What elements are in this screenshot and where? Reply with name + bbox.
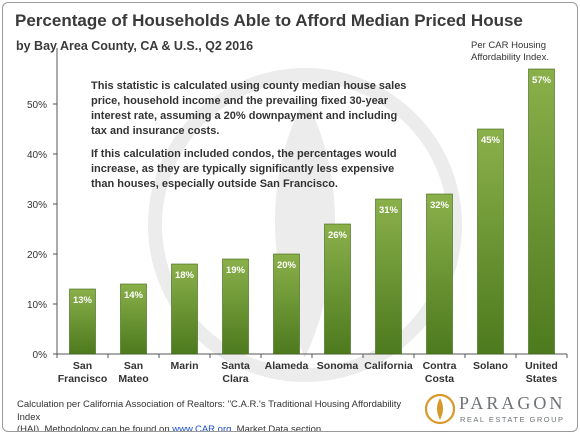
bar [324,223,351,355]
bar-value-label: 45% [481,135,501,146]
y-tick-label: 10% [27,300,47,311]
category-label: States [526,373,558,385]
category-label: United [525,360,558,372]
bar [69,288,96,355]
category-label: San [73,360,92,372]
chart-subtitle: by Bay Area County, CA & U.S., Q2 2016 [16,39,254,53]
category-label: Solano [473,360,508,372]
bar [528,68,555,355]
bar [273,253,300,355]
bar-value-label: 19% [226,265,246,276]
category-label: San [124,360,143,372]
bar-value-label: 31% [379,205,399,216]
bar-value-label: 32% [430,200,450,211]
footnote-line2-pre: (HAI). Methodology can be found on [17,424,173,432]
brand-logo: PARAGON REAL ESTATE GROUP [425,391,575,429]
bar [477,128,504,355]
category-label: Alameda [265,360,309,372]
explanation-paragraph-2: If this calculation included condos, the… [91,148,397,190]
bar-value-label: 20% [277,260,297,271]
y-tick-label: 50% [27,100,47,111]
y-tick-label: 30% [27,200,47,211]
y-tick-label: 20% [27,250,47,261]
footnote-line1: Calculation per California Association o… [17,399,402,423]
category-label: Clara [222,373,248,385]
category-label: Francisco [58,373,108,385]
bar [171,263,198,355]
category-label: Costa [425,373,454,385]
y-tick-label: 0% [33,350,48,361]
explanation-text: This statistic is calculated using count… [91,79,409,200]
bar [426,193,453,355]
category-label: Santa [221,360,250,372]
chart-title: Percentage of Households Able to Afford … [15,11,523,30]
bar-value-label: 14% [124,290,144,301]
category-label: Marin [170,360,198,372]
index-note-line2: Affordability Index. [471,52,549,63]
bar-group: 13% 14% 18% 19% 20% 26% 31% 32% 45% 57% [69,68,555,355]
paragon-emblem-icon [425,393,455,425]
footnote-line2: (HAI). Methodology can be found on www.C… [17,424,427,432]
index-note-line1: Per CAR Housing [471,40,546,51]
car-website-link[interactable]: www.CAR.org [172,424,232,432]
explanation-paragraph-1: This statistic is calculated using count… [91,80,407,137]
footnote-line2-post: , Market Data section. [231,424,324,432]
category-label: Sonoma [317,360,359,372]
bar-value-label: 26% [328,230,348,241]
bar [222,258,249,355]
bar-value-label: 13% [73,295,93,306]
brand-name: PARAGON [459,393,566,413]
bar [375,198,402,355]
brand-tagline: REAL ESTATE GROUP [460,415,565,424]
y-tick-label: 40% [27,150,47,161]
bar-chart: 0% 10% 20% 30% 40% 50% 13% 14% 18% 19% 20% 26% 31% 3… [27,48,568,385]
category-label: Mateo [118,373,148,385]
watermark-circle [148,68,462,382]
category-label: California [364,360,413,372]
bar-value-label: 57% [532,75,552,86]
bar-value-label: 18% [175,270,195,281]
index-note: Per CAR Housing Affordability Index. [471,40,563,64]
footnote: Calculation per California Association o… [17,399,427,432]
bar [120,283,147,355]
category-label: Contra [423,360,457,372]
